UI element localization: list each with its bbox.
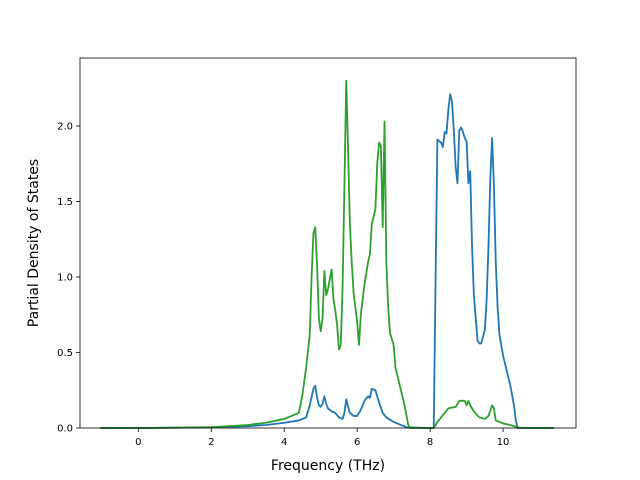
x-tick-label: 6 — [354, 437, 360, 448]
y-tick-label: 1.5 — [57, 197, 73, 208]
y-axis-ticks: 0.0 0.5 1.0 1.5 2.0 — [57, 121, 80, 435]
y-tick-label: 0.0 — [57, 424, 73, 435]
x-tick-label: 10 — [497, 437, 510, 448]
y-axis-label: Partial Density of States — [26, 159, 42, 327]
x-tick-label: 8 — [427, 437, 433, 448]
plot-frame — [79, 57, 577, 429]
x-tick-label: 0 — [135, 437, 141, 448]
y-tick-label: 0.5 — [57, 348, 73, 359]
series-line-2 — [100, 79, 555, 429]
y-tick-label: 1.0 — [57, 272, 73, 283]
plot-background — [80, 58, 576, 428]
x-tick-label: 4 — [281, 437, 287, 448]
y-tick-label: 2.0 — [57, 121, 73, 132]
x-tick-label: 2 — [208, 437, 214, 448]
x-axis-label: Frequency (THz) — [271, 458, 385, 474]
x-axis-ticks: 0 2 4 6 8 10 — [135, 428, 509, 448]
